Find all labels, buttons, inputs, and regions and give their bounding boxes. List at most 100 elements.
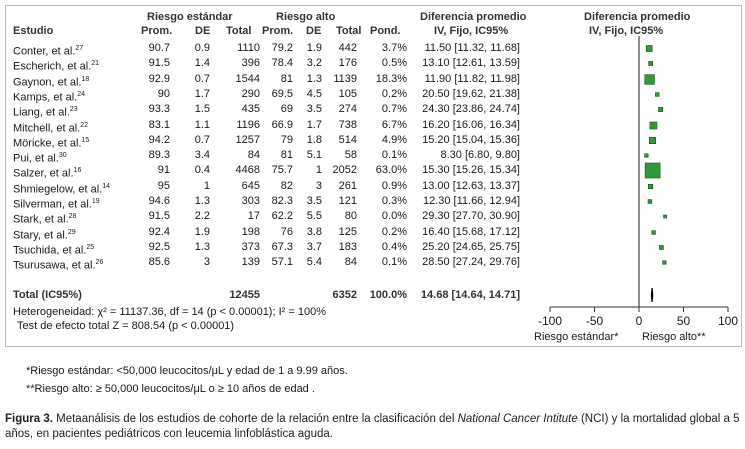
n-high: 84: [344, 256, 357, 268]
n-high: 1139: [333, 73, 357, 85]
n-high: 121: [338, 195, 357, 207]
favours-left-label: Riesgo estándar*: [534, 331, 619, 343]
study-ref: 29: [67, 229, 76, 236]
plot-header: Diferencia promedio: [584, 11, 691, 23]
mean-standard: 94.2: [148, 134, 170, 146]
sd-high: 5.5: [306, 210, 322, 222]
x-tick-label: 100: [717, 314, 739, 328]
mean-diff-ci: 11.90 [11.82, 11.98]: [424, 73, 520, 85]
weight: 0.9%: [381, 180, 407, 192]
mean-standard: 85.6: [148, 256, 170, 268]
x-tick-label: -100: [537, 314, 563, 328]
sd-high: 1.3: [306, 73, 322, 85]
mean-diff-ci: 16.20 [16.06, 16.34]: [422, 119, 520, 131]
col-sd1: DE: [195, 25, 211, 37]
study-marker: [658, 107, 664, 112]
mean-high: 81: [280, 73, 293, 85]
mean-standard: 83.1: [148, 119, 170, 131]
mean-standard: 92.4: [148, 226, 170, 238]
caption-label: Figura 3.: [5, 413, 53, 425]
weight: 0.2%: [381, 88, 407, 100]
n-high: 125: [338, 226, 357, 238]
mean-diff-ci: 13.10 [12.61, 13.59]: [422, 57, 520, 69]
sd-high: 5.1: [306, 149, 322, 161]
n-standard: 4468: [235, 164, 260, 176]
study-ref: 30: [58, 152, 67, 159]
n-standard: 139: [241, 256, 260, 268]
caption-text-1: Metaanálisis de los estudios de cohorte …: [52, 413, 458, 425]
study-marker: [647, 199, 653, 204]
study-ref: 28: [68, 213, 77, 220]
sd-standard: 1.7: [194, 88, 210, 100]
study-marker: [645, 45, 653, 52]
sd-high: 1.9: [306, 42, 322, 54]
total-n1: 12455: [229, 289, 260, 301]
sd-high: 3: [315, 180, 322, 192]
study-marker: [644, 74, 655, 85]
mean-high: 79: [280, 134, 293, 146]
mean-high: 66.9: [271, 119, 293, 131]
study-ref: 16: [73, 167, 82, 174]
sd-high: 3.5: [306, 195, 322, 207]
x-tick-label: 0: [635, 314, 643, 328]
study-ref: 24: [77, 91, 85, 98]
n-high: 514: [338, 134, 357, 146]
group2-header: Riesgo alto: [276, 11, 336, 23]
mean-diff-ci: 8.30 [6.80, 9.80]: [440, 149, 520, 161]
n-standard: 435: [241, 103, 260, 115]
study-name: Möricke, et al.15: [13, 137, 90, 150]
mean-standard: 92.5: [148, 241, 170, 253]
mean-diff-ci: 20.50 [19.62, 21.38]: [422, 88, 520, 100]
sd-high: 1.8: [306, 134, 322, 146]
study-name: Stary, et al.29: [13, 229, 76, 242]
study-name: Kamps, et al.24: [13, 91, 85, 104]
study-ref: 15: [81, 137, 90, 144]
mean-high: 82: [280, 180, 293, 192]
col-mean1: Prom.: [141, 25, 173, 37]
col-sd2: DE: [306, 25, 322, 37]
total-label: Total (IC95%): [13, 289, 82, 301]
study-name: Liang, et al.23: [13, 106, 78, 119]
mean-standard: 89.3: [148, 149, 170, 161]
study-ref: 18: [81, 76, 90, 83]
study-ref: 25: [86, 244, 95, 251]
caption-text-2: (NCI) y la mortalidad global a 5 años, e…: [5, 413, 740, 440]
n-high: 176: [338, 57, 357, 69]
footnote-standard-risk: *Riesgo estándar: <50,000 leucocitos/μL …: [26, 365, 348, 377]
mean-high: 82.3: [271, 195, 293, 207]
n-high: 2052: [332, 164, 357, 176]
footnote-high-risk: **Riesgo alto: ≥ 50,000 leucocitos/μL o …: [26, 383, 315, 395]
study-name: Stark, et al.28: [13, 213, 77, 226]
plot-subheader: IV, Fijo, IC95%: [589, 25, 664, 37]
sd-high: 3.5: [306, 103, 322, 115]
study-marker: [648, 183, 654, 190]
sd-standard: 1.5: [194, 103, 210, 115]
mean-high: 69: [280, 103, 293, 115]
sd-standard: 1: [203, 180, 210, 192]
study-name: Tsurusawa, et al.26: [13, 259, 104, 272]
overall-test-text: Test de efecto total Z = 808.54 (p < 0.0…: [17, 320, 235, 332]
x-tick-label: 50: [676, 314, 691, 328]
study-name: Tsuchida, et al.25: [13, 244, 95, 257]
study-ref: 27: [75, 45, 84, 52]
study-ref: 21: [91, 60, 100, 67]
mean-high: 78.4: [271, 57, 293, 69]
x-tick-label: -50: [585, 314, 604, 328]
mean-high: 67.3: [271, 241, 293, 253]
sd-standard: 1.3: [194, 195, 210, 207]
footnotes: *Riesgo estándar: <50,000 leucocitos/μL …: [26, 362, 348, 398]
weight: 0.3%: [381, 195, 407, 207]
n-standard: 1110: [237, 42, 260, 54]
study-name: Salzer, et al.16: [13, 167, 82, 180]
study-marker: [644, 162, 661, 179]
mean-high: 81: [280, 149, 293, 161]
col-study: Estudio: [13, 25, 54, 37]
col-total2: Total: [336, 25, 362, 37]
n-high: 58: [344, 149, 357, 161]
weight: 18.3%: [375, 73, 407, 85]
caption-italic: National Cancer Intitute: [457, 413, 578, 425]
study-name: Pui, et al.30: [13, 152, 67, 165]
study-ref: 19: [91, 198, 100, 205]
n-standard: 303: [241, 195, 260, 207]
sd-standard: 1.9: [194, 226, 210, 238]
